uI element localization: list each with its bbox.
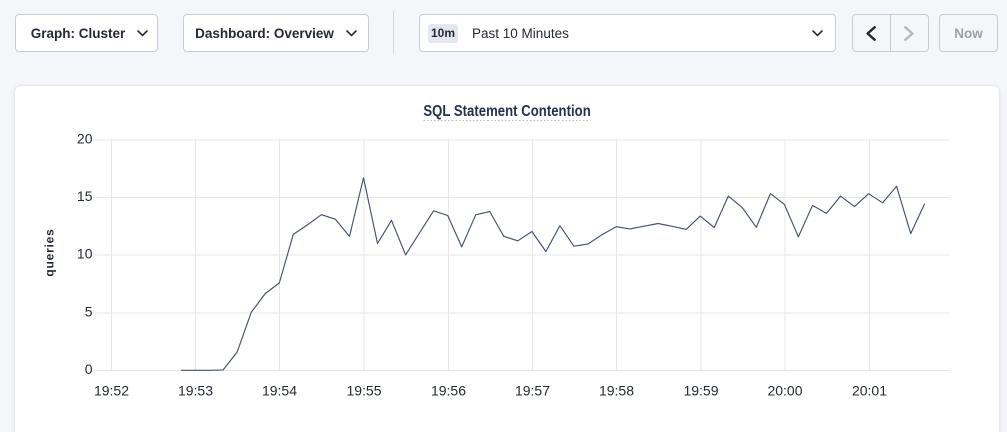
- svg-text:0: 0: [85, 361, 93, 377]
- svg-text:5: 5: [85, 304, 93, 320]
- svg-text:19:55: 19:55: [346, 383, 381, 399]
- svg-text:19:57: 19:57: [515, 383, 550, 399]
- svg-text:19:59: 19:59: [683, 383, 718, 399]
- svg-text:19:52: 19:52: [94, 383, 129, 399]
- svg-text:15: 15: [77, 188, 93, 204]
- svg-text:19:56: 19:56: [431, 383, 466, 399]
- svg-text:19:58: 19:58: [599, 383, 634, 399]
- svg-text:20:00: 20:00: [767, 383, 802, 399]
- svg-text:queries: queries: [43, 228, 57, 276]
- svg-text:20: 20: [77, 131, 93, 147]
- svg-text:19:53: 19:53: [178, 383, 213, 399]
- svg-text:10: 10: [77, 246, 93, 262]
- svg-text:19:54: 19:54: [262, 383, 297, 399]
- svg-text:20:01: 20:01: [852, 383, 887, 399]
